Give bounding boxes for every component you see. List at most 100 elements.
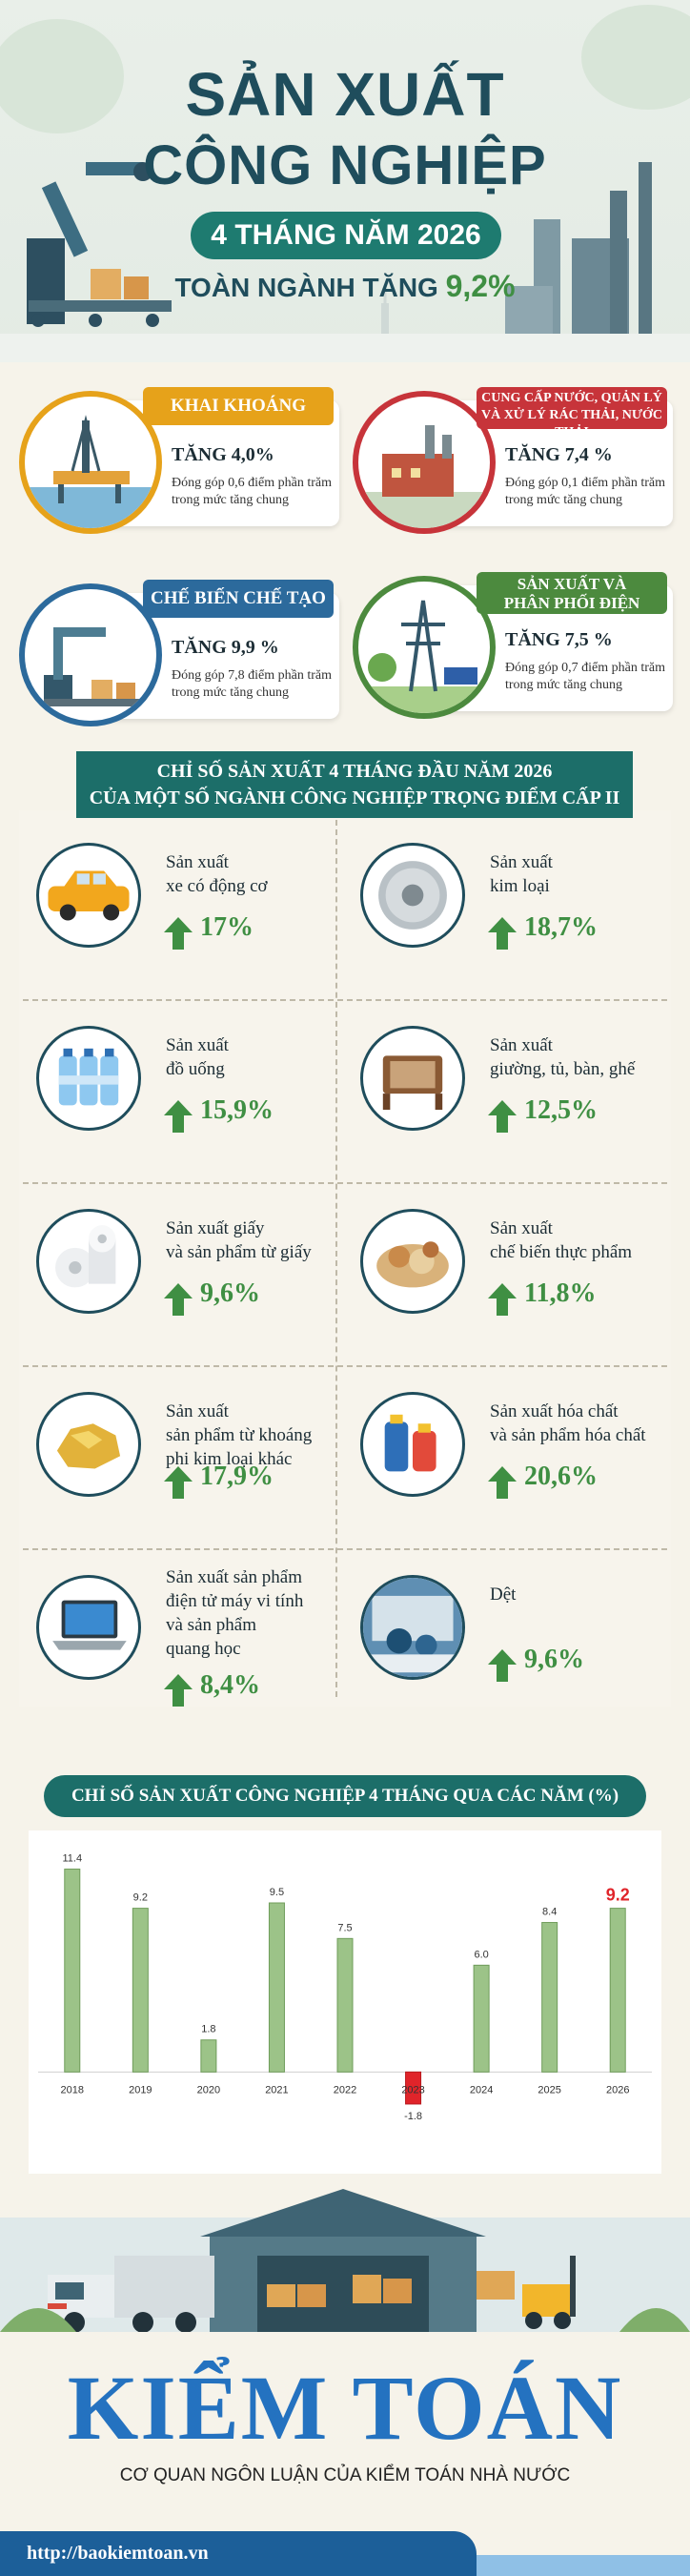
industry-growth-value: 9,6% [200,1278,260,1308]
up-arrow-icon [488,1466,517,1499]
power-tower-icon [353,576,496,719]
car-icon [36,843,141,948]
grid-divider [23,1365,667,1367]
industry-growth-value: 15,9% [200,1095,274,1125]
sector-name-line-1: SẢN XUẤT VÀ [517,575,627,593]
up-arrow-icon [488,1283,517,1316]
up-arrow-icon [488,917,517,950]
sector-growth: TĂNG 7,4 % [505,444,613,465]
gold-nugget-icon [36,1392,141,1497]
industry-growth-value: 17,9% [200,1462,274,1491]
sector-growth: TĂNG 7,5 % [505,629,613,650]
up-arrow-icon [164,1674,193,1707]
factory-icon [353,391,496,534]
sector-contribution: Đóng góp 7,8 điểm phần trăm trong mức tă… [172,668,332,700]
industry-item: Sản xuất giấy và sản phẩm từ giấy 9,6% [23,1188,343,1369]
industry-name: Sản xuất giấy và sản phẩm từ giấy [166,1218,312,1262]
sector-contribution: Đóng góp 0,1 điểm phần trăm trong mức tă… [505,476,665,507]
paper-rolls-icon [36,1209,141,1314]
header: SẢN XUẤT CÔNG NGHIỆP 4 THÁNG NĂM 2026 TO… [0,0,690,362]
industry-item: Sản xuất chế biến thực phẩm 11,8% [347,1188,667,1369]
x-tick-label: 2021 [265,2084,288,2096]
x-tick-label: 2020 [197,2084,220,2096]
industry-name: Sản xuất đồ uống [166,1035,229,1079]
x-tick-label: 2023 [401,2084,424,2096]
industry-name: Sản xuất xe có động cơ [166,852,268,896]
overall-growth-label: TOÀN NGÀNH TĂNG [174,273,438,302]
industrial-scene-illustration [0,5,690,362]
industry-growth-value: 12,5% [524,1095,598,1125]
bar-value-label: 9.5 [270,1887,284,1898]
sector-name-line-2: PHÂN PHỐI ĐIỆN [503,594,640,612]
up-arrow-icon [164,917,193,950]
up-arrow-icon [488,1100,517,1133]
bar-2020 [200,2039,217,2073]
industry-growth-value: 18,7% [524,912,598,942]
sector-card-water-waste: CUNG CẤP NƯỚC, QUẢN LÝ VÀ XỬ LÝ RÁC THẢI… [353,387,673,534]
bar-2019 [132,1908,149,2073]
bar-value-label: 9.2 [606,1886,630,1905]
up-arrow-icon [164,1283,193,1316]
robot-arm-icon [19,583,162,726]
grid-divider [23,1182,667,1184]
bar-value-label: 1.8 [201,2024,215,2035]
grid-divider [23,999,667,1001]
up-arrow-icon [164,1100,193,1133]
oil-rig-icon [19,391,162,534]
bar-value-label: 8.4 [542,1907,557,1918]
industry-name: Sản xuất chế biến thực phẩm [490,1218,633,1262]
bar-value-label: 9.2 [133,1892,148,1904]
x-tick-label: 2019 [129,2084,152,2096]
bar-2025 [541,1922,558,2073]
sector-name: SẢN XUẤT VÀ PHÂN PHỐI ĐIỆN [477,572,667,614]
industry-growth-value: 17% [200,912,254,942]
industry-item: Sản xuất kim loại 18,7% [347,822,667,1003]
industry-section-title-line-2: CỦA MỘT SỐ NGÀNH CÔNG NGHIỆP TRỌNG ĐIỂM … [89,787,620,808]
up-arrow-icon [164,1466,193,1499]
warehouse-logistics-illustration [0,2189,690,2361]
grid-divider-vertical [335,820,337,1697]
website-link[interactable]: http://baokiemtoan.vn [0,2531,477,2576]
title-line-2: CÔNG NGHIỆP [143,134,547,196]
chair-icon [360,1026,465,1131]
title-line-1: SẢN XUẤT [185,60,505,129]
bar-2022 [336,1937,354,2073]
industry-section-title-line-1: CHỈ SỐ SẢN XUẤT 4 THÁNG ĐẦU NĂM 2026 [156,761,553,782]
bar-2024 [473,1964,490,2073]
textile-icon [360,1575,465,1680]
up-arrow-icon [488,1649,517,1682]
sector-name-line-2: VÀ XỬ LÝ RÁC THẢI, NƯỚC THẢI [480,408,663,440]
chemical-bottles-icon [360,1392,465,1497]
sector-growth: TĂNG 4,0% [172,444,274,465]
sector-name-line-1: CUNG CẤP NƯỚC, QUẢN LÝ [481,391,662,405]
website-bar-stripe [448,2555,690,2576]
sector-name: CHẾ BIẾN CHẾ TẠO [143,580,334,618]
bar-value-label: 11.4 [62,1853,82,1865]
sector-card-manufacturing: CHẾ BIẾN CHẾ TẠO TĂNG 9,9 % Đóng góp 7,8… [19,580,339,726]
chart-title: CHỈ SỐ SẢN XUẤT CÔNG NGHIỆP 4 THÁNG QUA … [44,1775,646,1817]
industry-item: Sản xuất sản phẩm điện tử máy vi tính và… [23,1554,343,1735]
sector-card-mining: KHAI KHOÁNG TĂNG 4,0% Đóng góp 0,6 điểm … [19,387,339,534]
x-tick-label: 2022 [334,2084,356,2096]
period-badge: 4 THÁNG NĂM 2026 [191,212,501,259]
bar-2023 [405,2071,422,2105]
industry-name: Sản xuất sản phẩm từ khoáng phi kim loại… [166,1401,313,1469]
industry-item: Sản xuất hóa chất và sản phẩm hóa chất 20… [347,1371,667,1552]
industry-growth-value: 20,6% [524,1462,598,1491]
bar-chart: 11.4 2018 9.2 2019 1.8 2020 9.5 2021 7.5 2022 -1.8… [29,1830,661,2174]
x-tick-label: 2018 [61,2084,84,2096]
industry-growth-value: 9,6% [524,1645,584,1674]
overall-growth-value: 9,2% [445,269,516,303]
laptop-icon [36,1575,141,1680]
bar-value-label: 7.5 [337,1922,352,1933]
x-tick-label: 2024 [470,2084,493,2096]
industry-item: Sản xuất xe có động cơ 17% [23,822,343,1003]
tagline: CƠ QUAN NGÔN LUẬN CỦA KIỂM TOÁN NHÀ NƯỚC [119,2465,571,2485]
x-tick-label: 2025 [538,2084,560,2096]
food-icon [360,1209,465,1314]
industry-item: Dệt 9,6% [347,1554,667,1735]
industry-item: Sản xuất đồ uống 15,9% [23,1005,343,1186]
industry-name: Sản xuất kim loại [490,852,553,896]
sector-contribution: Đóng góp 0,7 điểm phần trăm trong mức tă… [505,661,665,692]
industry-name: Sản xuất sản phẩm điện tử máy vi tính và… [166,1567,304,1659]
